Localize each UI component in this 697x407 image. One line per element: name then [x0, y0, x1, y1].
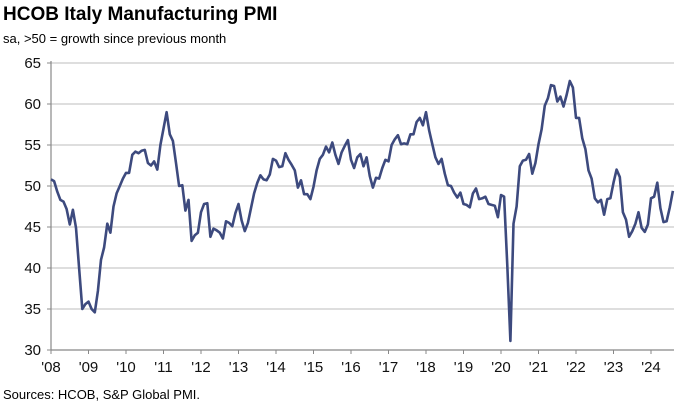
y-tick-label: 35	[24, 301, 41, 318]
x-tick-label: '24	[641, 359, 661, 376]
y-tick-label: 50	[24, 178, 41, 195]
y-tick-label: 45	[24, 219, 41, 236]
x-tick-label: '22	[566, 359, 586, 376]
x-tick-label: '13	[229, 359, 249, 376]
x-tick-label: '16	[341, 359, 361, 376]
x-tick-label: '11	[154, 359, 172, 376]
x-tick-label: '17	[379, 359, 399, 376]
x-tick-label: '18	[416, 359, 436, 376]
y-tick-label: 65	[24, 55, 41, 72]
x-tick-label: '19	[454, 359, 474, 376]
x-tick-label: '21	[529, 359, 549, 376]
x-tick-label: '10	[116, 359, 136, 376]
chart-subtitle: sa, >50 = growth since previous month	[3, 31, 227, 46]
pmi-series-line	[50, 79, 675, 343]
x-tick-label: '15	[304, 359, 324, 376]
x-tick-label: '23	[604, 359, 624, 376]
x-tick-label: '14	[266, 359, 286, 376]
x-tick-label: '09	[79, 359, 99, 376]
x-tick-label: '20	[491, 359, 511, 376]
y-tick-label: 30	[24, 342, 41, 359]
x-tick-label: '08	[41, 359, 61, 376]
y-tick-label: 60	[24, 96, 41, 113]
y-tick-label: 40	[24, 260, 41, 277]
source-note: Sources: HCOB, S&P Global PMI.	[3, 387, 200, 402]
y-tick-label: 55	[24, 137, 41, 154]
x-tick-label: '12	[191, 359, 211, 376]
chart-title: HCOB Italy Manufacturing PMI	[3, 4, 278, 25]
